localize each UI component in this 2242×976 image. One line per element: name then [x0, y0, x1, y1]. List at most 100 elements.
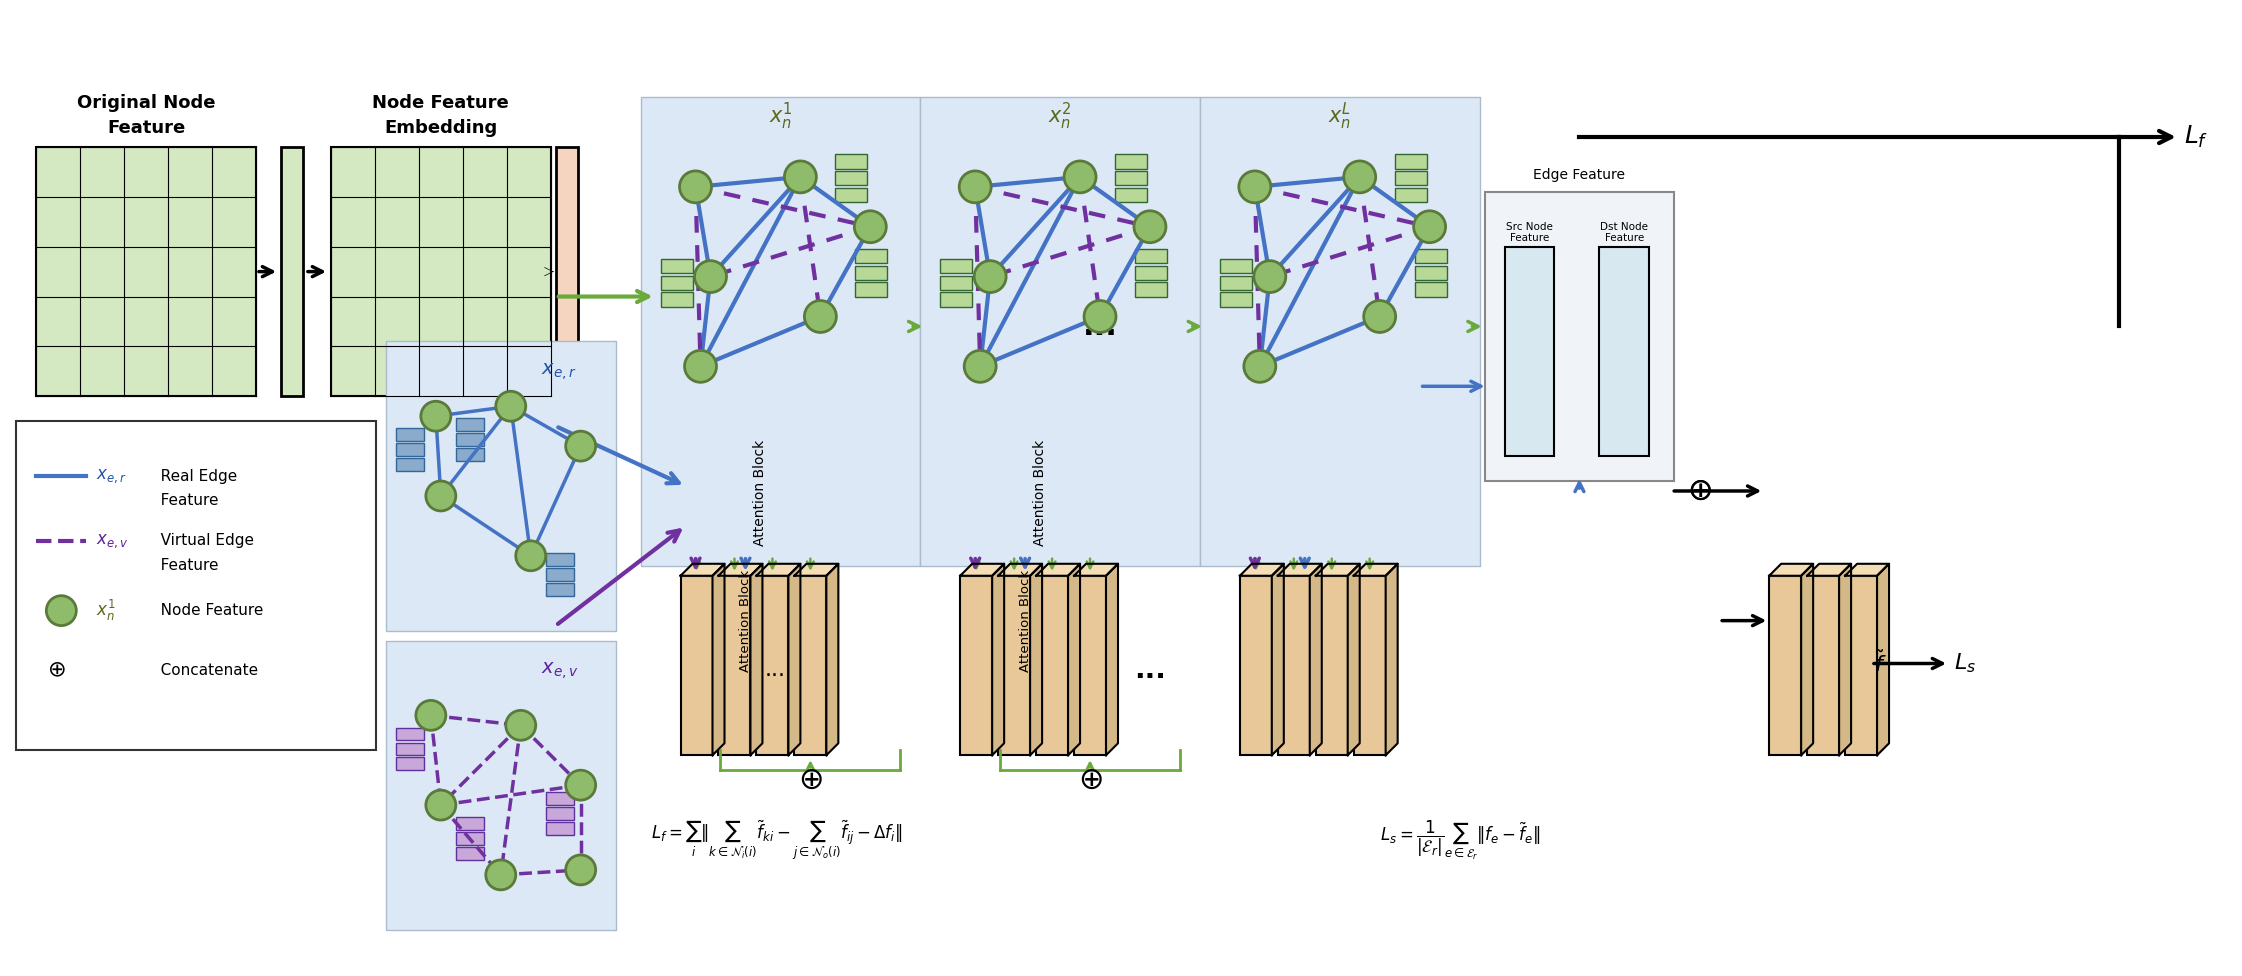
- Circle shape: [565, 431, 596, 461]
- Polygon shape: [1074, 564, 1119, 576]
- Circle shape: [565, 855, 596, 885]
- Polygon shape: [789, 564, 800, 755]
- Circle shape: [47, 595, 76, 626]
- Text: $\oplus$: $\oplus$: [1686, 476, 1711, 506]
- Text: $L_s = \dfrac{1}{|\mathcal{E}_r|} \sum_{e \in \mathcal{E}_r} \| f_e - \tilde{f}_: $L_s = \dfrac{1}{|\mathcal{E}_r|} \sum_{…: [1379, 819, 1540, 862]
- Polygon shape: [960, 564, 1004, 576]
- Text: Attention Block: Attention Block: [1034, 439, 1047, 546]
- Text: Attention Block: Attention Block: [1018, 570, 1031, 671]
- Text: Virtual Edge: Virtual Edge: [146, 533, 253, 549]
- Bar: [794, 576, 827, 755]
- Bar: [939, 276, 973, 290]
- Text: Feature: Feature: [146, 558, 220, 573]
- Bar: [661, 276, 693, 290]
- Polygon shape: [713, 564, 724, 755]
- Polygon shape: [794, 564, 839, 576]
- Bar: [1599, 247, 1650, 456]
- Polygon shape: [756, 564, 800, 576]
- Bar: [1114, 171, 1148, 185]
- Circle shape: [415, 701, 446, 730]
- Text: Attention Block: Attention Block: [740, 570, 751, 671]
- Text: $\oplus$: $\oplus$: [1686, 476, 1711, 506]
- Bar: [1134, 265, 1166, 280]
- Bar: [455, 448, 484, 461]
- Circle shape: [964, 350, 995, 383]
- Circle shape: [565, 770, 596, 800]
- Bar: [545, 823, 574, 835]
- Bar: [1074, 576, 1105, 755]
- Text: $L_f = \sum_i \| \sum_{k \in \mathcal{N}_i(i)} \tilde{f}_{ki} - \sum_{j \in \mat: $L_f = \sum_i \| \sum_{k \in \mathcal{N}…: [650, 818, 901, 862]
- Polygon shape: [1354, 564, 1397, 576]
- Bar: [1769, 576, 1800, 755]
- Bar: [1415, 282, 1446, 297]
- Bar: [1134, 249, 1166, 264]
- Circle shape: [975, 261, 1007, 293]
- Bar: [1220, 260, 1251, 273]
- Bar: [1415, 265, 1446, 280]
- Text: Dst Node
Feature: Dst Node Feature: [1601, 222, 1648, 243]
- Bar: [682, 576, 713, 755]
- Text: $x_{n}^{1}$: $x_{n}^{1}$: [96, 598, 117, 624]
- Text: Concatenate: Concatenate: [146, 663, 258, 678]
- Polygon shape: [1036, 564, 1081, 576]
- Bar: [1354, 576, 1386, 755]
- Circle shape: [426, 481, 455, 510]
- Bar: [1114, 187, 1148, 202]
- Text: $x_{e,v}$: $x_{e,v}$: [96, 532, 128, 549]
- Circle shape: [854, 211, 886, 243]
- Text: Original Node: Original Node: [76, 94, 215, 112]
- Bar: [397, 459, 424, 471]
- Bar: [1220, 293, 1251, 306]
- FancyBboxPatch shape: [332, 147, 552, 396]
- Circle shape: [679, 171, 711, 203]
- Bar: [455, 847, 484, 860]
- Polygon shape: [682, 564, 724, 576]
- Polygon shape: [1877, 564, 1890, 755]
- Bar: [397, 743, 424, 755]
- Text: ...: ...: [1083, 312, 1117, 341]
- FancyBboxPatch shape: [919, 98, 1199, 566]
- Polygon shape: [1029, 564, 1043, 755]
- Bar: [836, 171, 868, 185]
- Polygon shape: [1271, 564, 1285, 755]
- Polygon shape: [1347, 564, 1359, 755]
- Text: $x_n^1$: $x_n^1$: [769, 101, 791, 132]
- Polygon shape: [1807, 564, 1852, 576]
- Bar: [1504, 247, 1554, 456]
- Text: Node Feature: Node Feature: [372, 94, 509, 112]
- Bar: [856, 249, 888, 264]
- Text: ...: ...: [765, 661, 787, 680]
- Circle shape: [785, 161, 816, 193]
- Bar: [1114, 154, 1148, 169]
- Circle shape: [487, 860, 516, 890]
- Text: $L_f$: $L_f$: [2184, 124, 2208, 150]
- Bar: [545, 807, 574, 820]
- FancyBboxPatch shape: [1484, 192, 1675, 481]
- Polygon shape: [1386, 564, 1397, 755]
- Text: $L_s$: $L_s$: [1955, 652, 1975, 675]
- Polygon shape: [1845, 564, 1890, 576]
- Bar: [1415, 249, 1446, 264]
- Text: Feature: Feature: [108, 119, 186, 137]
- Bar: [397, 757, 424, 770]
- Circle shape: [1244, 350, 1276, 383]
- Bar: [1845, 576, 1877, 755]
- Text: $\oplus$: $\oplus$: [47, 661, 65, 680]
- Polygon shape: [993, 564, 1004, 755]
- Polygon shape: [998, 564, 1043, 576]
- Circle shape: [1240, 171, 1271, 203]
- Bar: [280, 147, 303, 396]
- Circle shape: [516, 541, 545, 571]
- Text: Feature: Feature: [146, 494, 220, 508]
- Bar: [397, 428, 424, 441]
- Polygon shape: [1800, 564, 1814, 755]
- Bar: [1278, 576, 1309, 755]
- Text: Real Edge: Real Edge: [146, 468, 238, 483]
- Circle shape: [805, 301, 836, 333]
- Bar: [1036, 576, 1067, 755]
- Bar: [1395, 171, 1426, 185]
- Text: Edge Feature: Edge Feature: [1534, 168, 1625, 182]
- Circle shape: [1085, 301, 1117, 333]
- Bar: [455, 419, 484, 431]
- FancyBboxPatch shape: [641, 98, 919, 566]
